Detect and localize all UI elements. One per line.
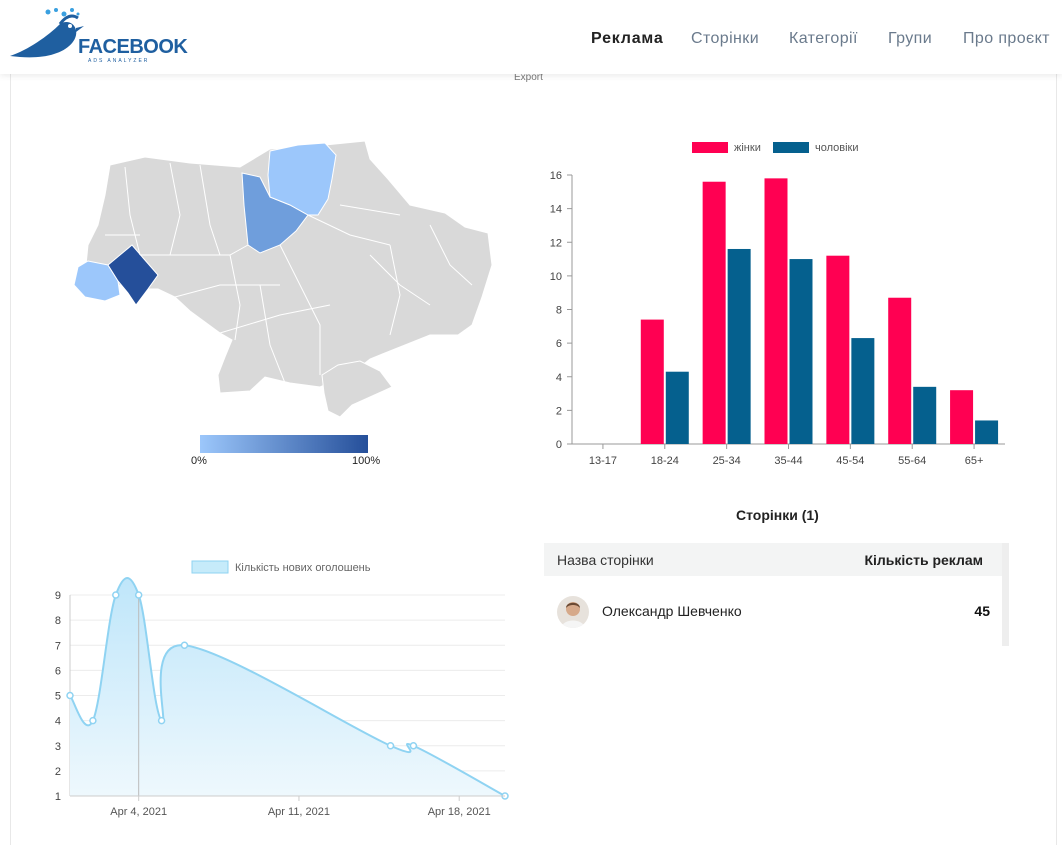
- data-point: [386, 742, 395, 750]
- y-tick-label: 6: [55, 665, 61, 677]
- data-point: [112, 591, 120, 599]
- x-tick-label: 25-34: [713, 455, 741, 467]
- page-name-link[interactable]: Олександр Шевченко: [602, 603, 742, 619]
- x-tick-label: 35-44: [774, 455, 802, 467]
- x-tick-label: 65+: [965, 455, 984, 467]
- y-tick-label: 2: [556, 405, 562, 417]
- y-tick-label: 10: [550, 271, 562, 283]
- bird-logo-icon: [10, 8, 84, 58]
- pages-table-header: Назва сторінки Кількість реклам: [544, 543, 1002, 576]
- avatar: [557, 596, 589, 628]
- y-tick-label: 6: [556, 338, 562, 350]
- legend-label-0: жінки: [734, 142, 761, 154]
- export-button[interactable]: Export: [514, 72, 543, 83]
- map-regions: [73, 140, 493, 418]
- table-scrollbar[interactable]: [1002, 543, 1009, 646]
- y-tick-label: 4: [556, 372, 562, 384]
- y-tick-label: 0: [556, 439, 562, 451]
- bar-female: [702, 181, 726, 444]
- x-tick-label: Apr 11, 2021: [268, 806, 330, 818]
- data-point: [180, 641, 189, 649]
- site-logo[interactable]: FACEBOOK ADS ANALYZER: [8, 6, 188, 64]
- y-tick-label: 8: [55, 615, 61, 627]
- nav-categories[interactable]: Категорії: [789, 30, 858, 47]
- y-tick-label: 4: [55, 716, 61, 728]
- y-tick-label: 16: [550, 170, 562, 182]
- nav-ads[interactable]: Реклама: [591, 30, 664, 47]
- bar-female: [764, 178, 788, 445]
- x-tick-label: Apr 4, 2021: [110, 806, 167, 818]
- legend-swatch-1: [773, 142, 809, 153]
- series-area: [70, 578, 505, 796]
- x-tick-label: 55-64: [898, 455, 926, 467]
- legend-swatch-new-ads: [191, 560, 229, 574]
- series-line: [69, 577, 506, 797]
- logo-subtext: ADS ANALYZER: [88, 58, 150, 64]
- data-point: [134, 591, 143, 599]
- page-ad-count: 45: [974, 603, 990, 619]
- dashboard-panel: [10, 74, 1057, 845]
- bar-male: [789, 259, 813, 444]
- data-point: [157, 716, 166, 725]
- x-tick-label: Apr 18, 2021: [428, 806, 491, 818]
- map-region-volyn[interactable]: [73, 260, 121, 302]
- bar-female: [888, 297, 912, 444]
- column-header-page-name[interactable]: Назва сторінки: [557, 552, 654, 568]
- data-point: [66, 691, 74, 700]
- x-tick-label: 13-17: [589, 455, 617, 467]
- y-tick-label: 14: [550, 204, 562, 216]
- y-tick-label: 7: [55, 640, 61, 652]
- legend-label-new-ads: Кількість нових оголошень: [235, 562, 371, 574]
- bar-male: [975, 420, 999, 444]
- top-navigation-bar: FACEBOOK ADS ANALYZER Реклама Сторінки К…: [0, 0, 1062, 74]
- map-region-kyiv[interactable]: [241, 172, 309, 254]
- bar-male: [913, 386, 937, 444]
- legend-label-1: чоловіки: [815, 142, 859, 154]
- y-tick-label: 3: [55, 741, 61, 753]
- bar-male: [665, 371, 689, 444]
- y-tick-label: 12: [550, 237, 562, 249]
- nav-groups[interactable]: Групи: [888, 30, 933, 47]
- y-tick-label: 5: [55, 691, 61, 703]
- pages-table-title: Сторінки (1): [736, 507, 819, 523]
- x-tick-label: 45-54: [836, 455, 864, 467]
- new-ads-line-chart: Кількість нових оголошень 1 2 3 4 5 6 7 8 9 Apr 4,…: [55, 560, 509, 818]
- bar-female: [826, 255, 850, 444]
- pages-table: Назва сторінки Кількість реклам Олександ…: [544, 543, 1009, 646]
- map-region-chernihiv[interactable]: [267, 142, 337, 216]
- ukraine-map: [73, 140, 493, 418]
- bar-female: [950, 390, 974, 444]
- bar-male: [851, 338, 875, 444]
- y-tick-label: 9: [55, 590, 61, 602]
- age-gender-bar-chart: жінки чоловіки 0 2 4 6 8 10 12 14 16 13-17 18-24 25-3…: [550, 142, 1005, 467]
- x-tick-label: 18-24: [651, 455, 679, 467]
- nav-about[interactable]: Про проєкт: [963, 30, 1050, 47]
- data-point: [409, 742, 418, 750]
- map-legend-gradient: [200, 435, 368, 453]
- map-legend-min: 0%: [191, 455, 207, 467]
- bar-female: [640, 319, 664, 444]
- nav-pages[interactable]: Сторінки: [691, 30, 760, 47]
- map-legend-max: 100%: [352, 455, 381, 467]
- logo-text: FACEBOOK: [78, 36, 188, 58]
- y-tick-label: 2: [55, 766, 61, 778]
- y-tick-label: 1: [55, 791, 61, 803]
- legend-swatch-0: [692, 142, 728, 153]
- bar-male: [727, 248, 751, 444]
- column-header-ad-count[interactable]: Кількість реклам: [864, 552, 983, 568]
- data-point: [89, 716, 97, 725]
- map-region-crimea[interactable]: [321, 360, 393, 418]
- map-region-ivano-frankivsk[interactable]: [107, 244, 159, 306]
- y-tick-label: 8: [556, 305, 562, 317]
